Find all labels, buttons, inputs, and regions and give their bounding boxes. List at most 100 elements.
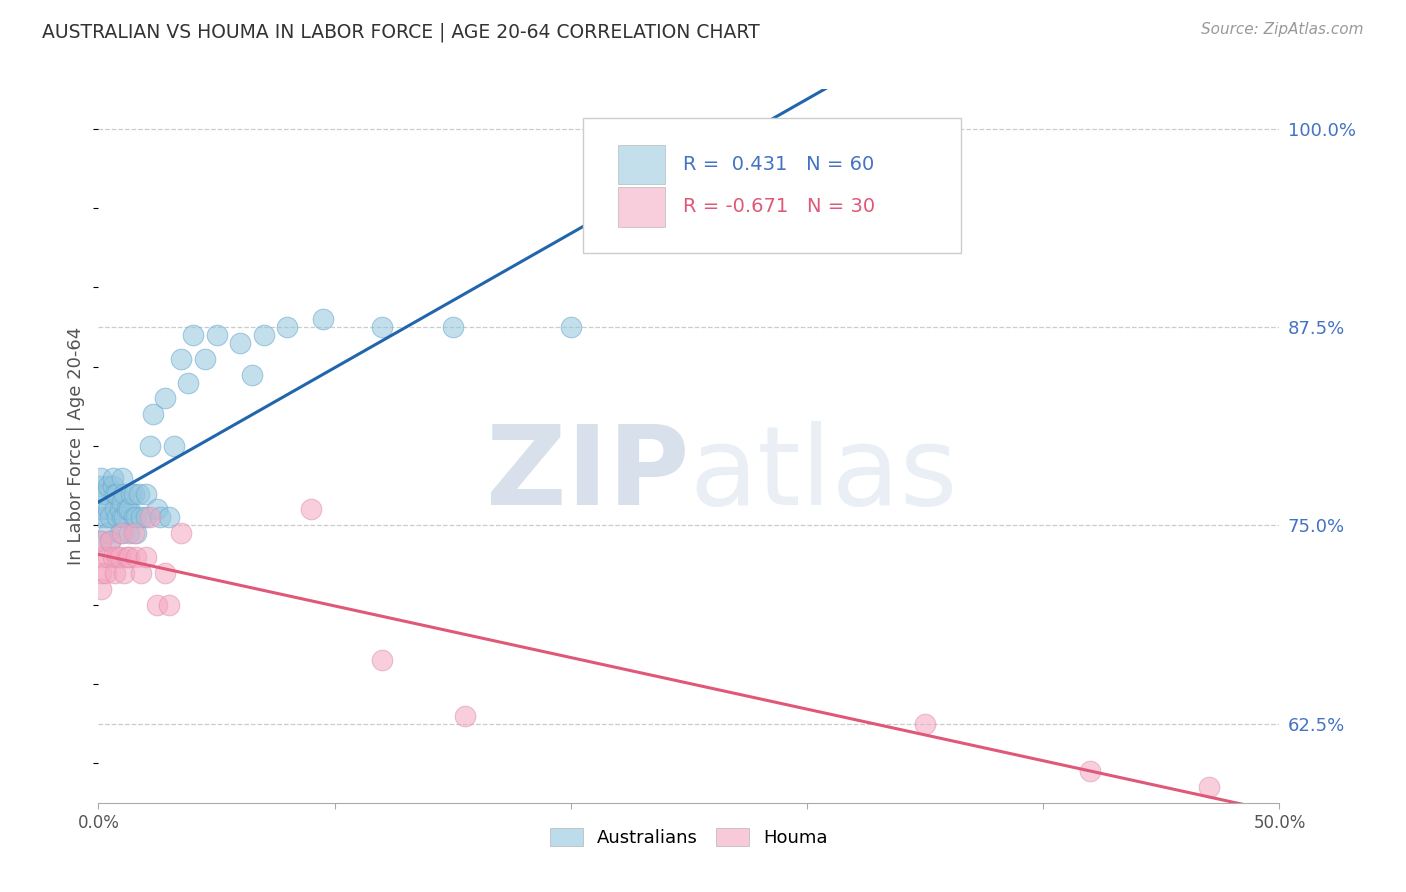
Point xyxy=(1080,764,1102,778)
Point xyxy=(177,376,200,390)
Point xyxy=(371,653,394,667)
Legend: Australians, Houma: Australians, Houma xyxy=(543,821,835,855)
Point xyxy=(129,566,152,580)
Point xyxy=(98,510,121,524)
Point xyxy=(153,566,176,580)
Text: AUSTRALIAN VS HOUMA IN LABOR FORCE | AGE 20-64 CORRELATION CHART: AUSTRALIAN VS HOUMA IN LABOR FORCE | AGE… xyxy=(42,22,759,42)
Point xyxy=(90,502,112,516)
Point xyxy=(112,566,135,580)
Point xyxy=(1198,780,1220,794)
Point xyxy=(105,510,128,524)
Point xyxy=(94,486,117,500)
Point xyxy=(914,716,936,731)
Point xyxy=(122,510,145,524)
Point xyxy=(104,502,127,516)
Point xyxy=(149,510,172,524)
Point xyxy=(101,478,124,492)
Point xyxy=(194,351,217,366)
Point xyxy=(91,549,114,564)
Point xyxy=(866,121,889,136)
Point xyxy=(118,526,141,541)
Point xyxy=(90,534,112,549)
Point xyxy=(98,534,121,549)
Y-axis label: In Labor Force | Age 20-64: In Labor Force | Age 20-64 xyxy=(67,326,86,566)
Point xyxy=(153,392,176,406)
Point xyxy=(453,708,475,723)
Point xyxy=(111,471,134,485)
Point xyxy=(371,320,394,334)
Point xyxy=(111,494,134,508)
Point xyxy=(98,534,121,549)
Point xyxy=(115,502,138,516)
Point xyxy=(170,351,193,366)
Point xyxy=(112,486,135,500)
Point xyxy=(181,328,204,343)
Point xyxy=(253,328,276,343)
Point xyxy=(146,598,169,612)
Point xyxy=(170,526,193,541)
Text: R = -0.671   N = 30: R = -0.671 N = 30 xyxy=(683,197,875,217)
Point xyxy=(108,549,131,564)
Point xyxy=(108,502,131,516)
Point xyxy=(129,510,152,524)
Point xyxy=(229,335,252,350)
Point xyxy=(142,407,165,421)
Point xyxy=(112,510,135,524)
FancyBboxPatch shape xyxy=(582,118,960,253)
Point xyxy=(90,478,112,492)
Point xyxy=(108,526,131,541)
Point xyxy=(94,510,117,524)
Point xyxy=(97,549,120,564)
Point xyxy=(441,320,464,334)
Point xyxy=(111,510,134,524)
Point xyxy=(91,486,114,500)
Point xyxy=(125,549,148,564)
Point xyxy=(94,566,117,580)
Point xyxy=(299,502,322,516)
Point xyxy=(90,471,112,485)
Point xyxy=(163,439,186,453)
Point xyxy=(101,549,124,564)
Point xyxy=(135,549,157,564)
Point xyxy=(146,502,169,516)
Point xyxy=(105,549,128,564)
Point xyxy=(240,368,263,382)
Bar xyxy=(619,187,665,227)
Point xyxy=(104,566,127,580)
Point xyxy=(276,320,298,334)
Point xyxy=(90,510,112,524)
Point xyxy=(122,486,145,500)
Point xyxy=(139,510,162,524)
Point xyxy=(128,486,150,500)
Point xyxy=(90,534,112,549)
Text: ZIP: ZIP xyxy=(485,421,689,528)
Point xyxy=(139,439,162,453)
Point xyxy=(97,502,120,516)
Point xyxy=(157,598,180,612)
Point xyxy=(104,486,127,500)
Point xyxy=(121,486,143,500)
Point xyxy=(118,502,141,516)
Point xyxy=(90,582,112,596)
Text: Source: ZipAtlas.com: Source: ZipAtlas.com xyxy=(1201,22,1364,37)
Point xyxy=(678,121,700,136)
Point xyxy=(560,320,582,334)
Point xyxy=(105,486,128,500)
Point xyxy=(205,328,228,343)
Text: atlas: atlas xyxy=(689,421,957,528)
Point xyxy=(125,510,148,524)
Point xyxy=(101,471,124,485)
Point xyxy=(312,312,335,326)
Point xyxy=(135,486,157,500)
Text: R =  0.431   N = 60: R = 0.431 N = 60 xyxy=(683,154,875,174)
Point xyxy=(125,526,148,541)
Point xyxy=(97,526,120,541)
Bar xyxy=(619,145,665,184)
Point xyxy=(115,549,138,564)
Point xyxy=(122,526,145,541)
Point xyxy=(90,566,112,580)
Point xyxy=(157,510,180,524)
Point xyxy=(111,526,134,541)
Point xyxy=(135,510,157,524)
Point xyxy=(118,549,141,564)
